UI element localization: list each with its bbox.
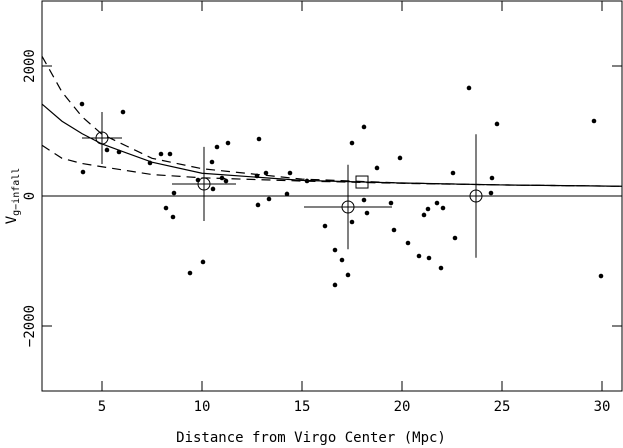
galaxy-point — [425, 206, 431, 212]
galaxy-point — [266, 196, 272, 202]
galaxy-point — [405, 240, 411, 246]
galaxy-point — [426, 255, 432, 261]
galaxy-point — [187, 270, 193, 276]
galaxy-point — [147, 160, 153, 166]
galaxy-point — [255, 202, 261, 208]
galaxy-point — [79, 101, 85, 107]
galaxy-point — [284, 191, 290, 197]
galaxy-point — [120, 109, 126, 115]
y-tick-label: 2000 — [22, 49, 38, 83]
galaxy-point — [489, 175, 495, 181]
galaxy-point — [591, 118, 597, 124]
galaxy-point — [332, 282, 338, 288]
y-tick-label: 0 — [22, 192, 38, 200]
galaxy-point — [440, 205, 446, 211]
model-curve — [41, 144, 623, 187]
x-tick-label: 20 — [394, 399, 411, 415]
galaxy-point — [304, 178, 310, 184]
galaxy-point — [163, 205, 169, 211]
galaxy-point — [452, 235, 458, 241]
model-curve — [41, 55, 623, 187]
galaxy-point — [345, 272, 351, 278]
binned-mean — [95, 131, 109, 145]
y-axis-label: Vg−infall — [4, 168, 22, 225]
galaxy-point — [466, 85, 472, 91]
x-tick-label: 30 — [594, 399, 611, 415]
galaxy-point — [104, 147, 110, 153]
galaxy-point — [364, 210, 370, 216]
galaxy-point — [223, 178, 229, 184]
x-axis-label: Distance from Virgo Center (Mpc) — [176, 430, 446, 446]
galaxy-point — [170, 214, 176, 220]
galaxy-point — [361, 197, 367, 203]
galaxy-point — [200, 259, 206, 265]
galaxy-point — [434, 200, 440, 206]
galaxy-point — [450, 170, 456, 176]
x-tick-label: 25 — [494, 399, 511, 415]
x-tick-label: 15 — [294, 399, 311, 415]
binned-mean — [469, 189, 483, 203]
galaxy-point — [210, 186, 216, 192]
galaxy-point — [254, 173, 260, 179]
galaxy-point — [214, 144, 220, 150]
galaxy-point — [598, 273, 604, 279]
y-label-sub: g−infall — [11, 168, 22, 216]
galaxy-point — [494, 121, 500, 127]
galaxy-point — [256, 136, 262, 142]
square-marker — [355, 175, 369, 189]
galaxy-point — [158, 151, 164, 157]
y-label-main: V — [4, 215, 20, 224]
galaxy-point — [209, 159, 215, 165]
binned-mean — [197, 177, 211, 191]
galaxy-point — [339, 257, 345, 263]
binned-mean — [341, 200, 355, 214]
model-curve — [41, 103, 623, 187]
galaxy-point — [219, 175, 225, 181]
galaxy-point — [361, 124, 367, 130]
galaxy-point — [332, 247, 338, 253]
galaxy-point — [171, 190, 177, 196]
galaxy-point — [397, 155, 403, 161]
galaxy-point — [438, 265, 444, 271]
y-tick-label: −2000 — [22, 305, 38, 347]
galaxy-point — [225, 140, 231, 146]
galaxy-point — [488, 190, 494, 196]
galaxy-point — [80, 169, 86, 175]
galaxy-point — [322, 223, 328, 229]
galaxy-point — [349, 140, 355, 146]
galaxy-point — [287, 170, 293, 176]
galaxy-point — [416, 253, 422, 259]
galaxy-point — [349, 219, 355, 225]
galaxy-point — [374, 165, 380, 171]
galaxy-point — [391, 227, 397, 233]
galaxy-point — [167, 151, 173, 157]
x-tick-label: 5 — [98, 399, 106, 415]
galaxy-point — [421, 212, 427, 218]
galaxy-point — [388, 200, 394, 206]
x-tick-label: 10 — [194, 399, 211, 415]
galaxy-point — [116, 149, 122, 155]
galaxy-point — [263, 170, 269, 176]
